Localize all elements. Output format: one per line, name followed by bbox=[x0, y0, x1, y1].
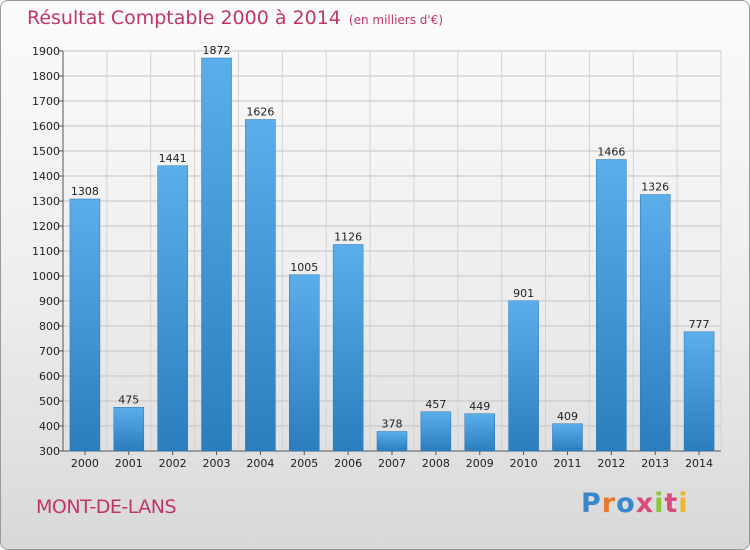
bar bbox=[508, 300, 539, 452]
y-tick-label: 1800 bbox=[32, 70, 60, 83]
y-tick-label: 1700 bbox=[32, 95, 60, 108]
bar-value-label: 1441 bbox=[159, 152, 187, 165]
x-tick-label: 2006 bbox=[334, 457, 362, 470]
bar bbox=[69, 198, 101, 452]
x-tick-label: 2004 bbox=[246, 457, 274, 470]
bar bbox=[683, 331, 715, 452]
bars bbox=[69, 57, 715, 452]
bar bbox=[552, 423, 583, 452]
x-tick-label: 2005 bbox=[290, 457, 318, 470]
chart-title-unit: (en milliers d'€) bbox=[348, 13, 444, 27]
chart-title-main: Résultat Comptable 2000 à 2014 bbox=[27, 7, 341, 29]
bar-value-label: 475 bbox=[118, 393, 139, 406]
bar bbox=[464, 413, 495, 452]
bar-value-label: 1126 bbox=[334, 231, 362, 244]
y-tick-label: 800 bbox=[39, 320, 60, 333]
bar-value-label: 1872 bbox=[203, 44, 231, 57]
bar bbox=[639, 194, 671, 452]
bar bbox=[113, 407, 145, 452]
y-tick-label: 600 bbox=[39, 370, 60, 383]
bar-value-label: 449 bbox=[469, 400, 490, 413]
y-tick-label: 1300 bbox=[32, 195, 60, 208]
x-tick-label: 2001 bbox=[115, 457, 143, 470]
x-tick-label: 2000 bbox=[71, 457, 99, 470]
x-tick-label: 2007 bbox=[378, 457, 406, 470]
logo-letter: P bbox=[581, 488, 602, 519]
y-tick-label: 900 bbox=[39, 295, 60, 308]
y-tick-label: 300 bbox=[39, 445, 60, 458]
x-tick-label: 2008 bbox=[422, 457, 450, 470]
bar-value-label: 1308 bbox=[71, 185, 99, 198]
bar bbox=[420, 411, 452, 452]
bar-value-label: 409 bbox=[557, 410, 578, 423]
x-tick-label: 2011 bbox=[553, 457, 581, 470]
bar-value-label: 1626 bbox=[246, 106, 274, 119]
x-tick-label: 2010 bbox=[510, 457, 538, 470]
y-tick-label: 700 bbox=[39, 345, 60, 358]
bar bbox=[157, 165, 188, 452]
bar-value-label: 1005 bbox=[290, 261, 318, 274]
x-tick-label: 2002 bbox=[159, 457, 187, 470]
y-tick-label: 500 bbox=[39, 395, 60, 408]
logo-letter: t bbox=[664, 488, 679, 519]
y-tick-label: 1100 bbox=[32, 245, 60, 258]
chart-title: Résultat Comptable 2000 à 2014 (en millie… bbox=[27, 7, 443, 29]
y-tick-label: 400 bbox=[39, 420, 60, 433]
bar bbox=[376, 431, 408, 452]
x-tick-label: 2012 bbox=[597, 457, 625, 470]
bar-value-label: 457 bbox=[425, 398, 446, 411]
logo-letter: o bbox=[616, 488, 636, 519]
logo-letter: i bbox=[654, 488, 665, 519]
x-tick-label: 2009 bbox=[466, 457, 494, 470]
bar-value-label: 901 bbox=[513, 287, 534, 300]
bar-value-label: 777 bbox=[689, 318, 710, 331]
bar bbox=[289, 274, 320, 452]
x-tick-label: 2013 bbox=[641, 457, 669, 470]
x-tick-label: 2014 bbox=[685, 457, 713, 470]
labels: 1308 2000 475 2001 1441 2002 1872 2003 1626 2004 1… bbox=[71, 44, 713, 470]
bar-value-label: 378 bbox=[382, 418, 403, 431]
logo-letter: i bbox=[678, 488, 689, 519]
logo-letter: x bbox=[635, 488, 655, 519]
commune-name: MONT-DE-LANS bbox=[36, 496, 177, 518]
bar-value-label: 1466 bbox=[597, 146, 625, 159]
x-tick-label: 2003 bbox=[203, 457, 231, 470]
y-tick-label: 1200 bbox=[32, 220, 60, 233]
bar bbox=[245, 119, 276, 452]
y-tick-label: 1600 bbox=[32, 120, 60, 133]
y-tick-label: 1900 bbox=[32, 45, 60, 58]
logo-letter: r bbox=[601, 488, 617, 519]
bar bbox=[332, 244, 364, 452]
y-tick-label: 1000 bbox=[32, 270, 60, 283]
y-tick-label: 1400 bbox=[32, 170, 60, 183]
y-tick-label: 1500 bbox=[32, 145, 60, 158]
proxiti-logo: Proxiti bbox=[581, 488, 689, 519]
bar-value-label: 1326 bbox=[641, 181, 669, 194]
bar bbox=[201, 57, 232, 452]
bar bbox=[596, 159, 627, 452]
